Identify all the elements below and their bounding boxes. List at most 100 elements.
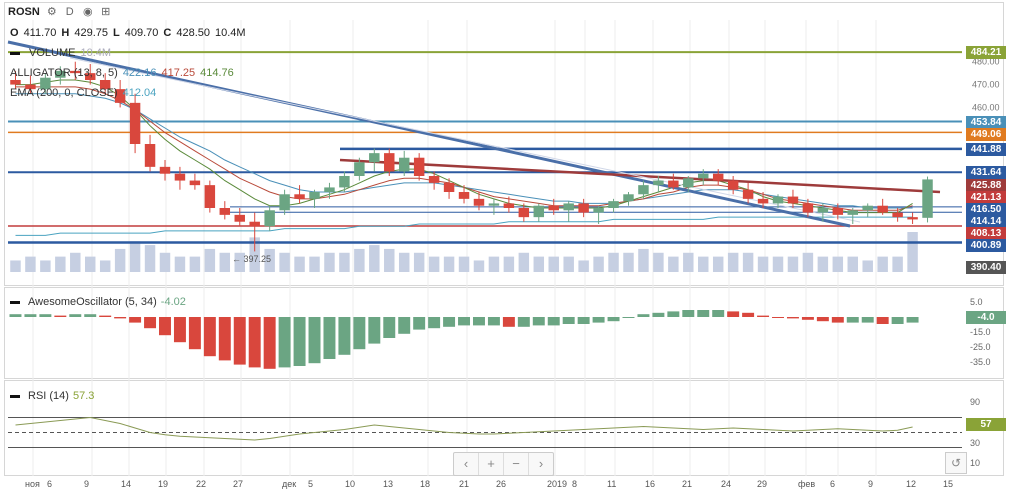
volume-bar	[727, 252, 739, 272]
compare-icon[interactable]: ⊞	[101, 6, 111, 18]
price-level-tag: 421.13	[966, 191, 1006, 205]
header-bar: ROSN ⚙ D ◉ ⊞	[8, 6, 112, 18]
candle-body	[40, 77, 51, 90]
time-axis-label: 12	[906, 479, 917, 489]
time-axis-label: 9	[868, 479, 874, 489]
ao-bar	[562, 317, 575, 324]
candle-body	[892, 212, 903, 218]
open-label: O	[10, 27, 19, 39]
ema-line	[15, 216, 913, 236]
volume-bar	[279, 252, 290, 272]
zoom-in-button[interactable]: +	[479, 453, 504, 475]
volume-bar	[249, 237, 260, 272]
volume-legend[interactable]: VOLUME 10.4M	[10, 47, 111, 59]
candle-body	[129, 102, 141, 144]
volume-bar	[234, 252, 245, 272]
ao-bar	[861, 317, 874, 323]
time-axis-label: 13	[383, 479, 394, 489]
candle-body	[832, 208, 844, 215]
ao-value-tag: -4.0	[966, 311, 1006, 324]
candle-body	[668, 180, 679, 188]
volume-bar	[862, 260, 873, 272]
rsi-legend-value: 57.3	[72, 390, 95, 402]
volume-bar	[324, 252, 335, 272]
price-level-tag: 484.21	[966, 46, 1006, 60]
candle-body	[727, 180, 739, 190]
ao-bar	[472, 317, 485, 326]
volume-bar	[548, 256, 559, 272]
ao-pane[interactable]	[4, 287, 1004, 379]
volume-legend-value: 10.4M	[80, 47, 112, 59]
volume-bar	[787, 256, 799, 272]
ao-bar	[592, 317, 605, 323]
navigation-controls: ‹ + − ›	[453, 452, 554, 476]
candle-body	[503, 203, 515, 208]
time-axis-label: 2019	[547, 479, 568, 489]
scroll-left-button[interactable]: ‹	[454, 453, 479, 475]
volume-bar	[518, 252, 530, 272]
ao-bar	[84, 314, 97, 317]
time-axis-label: 22	[196, 479, 207, 489]
time-axis-label: 18	[420, 479, 431, 489]
time-axis-label: фев	[798, 479, 816, 489]
low-price-marker: ← 397.25	[232, 254, 272, 264]
volume-bar	[428, 256, 440, 272]
ema-legend[interactable]: EMA (200, 0, CLOSE) 412.04	[10, 87, 156, 99]
ao-bar	[308, 317, 321, 364]
gear-icon[interactable]: ⚙	[46, 6, 57, 18]
low-marker-value: 397.25	[243, 254, 272, 264]
volume-bar	[608, 252, 619, 272]
time-axis-label: 15	[943, 479, 954, 489]
volume-bar	[877, 256, 888, 272]
ao-tick: 5.0	[970, 297, 983, 307]
interval-label[interactable]: D	[65, 6, 74, 18]
time-axis-label: 6	[830, 479, 836, 489]
zoom-out-button[interactable]: −	[504, 453, 529, 475]
time-axis-label: 5	[308, 479, 314, 489]
volume-bar	[219, 252, 231, 272]
volume-bar	[638, 248, 649, 272]
alligator-legend[interactable]: ALLIGATOR (13, 8, 5) 422.16 417.25 414.7…	[10, 67, 234, 79]
ao-legend-value: -4.02	[160, 296, 186, 308]
ao-bar	[323, 317, 336, 359]
rsi-tick: 10	[970, 458, 981, 468]
symbol-label[interactable]: ROSN	[8, 6, 40, 18]
price-level-tag: 453.84	[966, 115, 1006, 129]
ema-legend-value: 412.04	[122, 87, 157, 99]
volume-bar	[802, 252, 814, 272]
ao-bar	[233, 317, 246, 365]
candle-body	[488, 203, 500, 206]
volume-bar	[488, 256, 500, 272]
ao-bar	[203, 317, 216, 357]
ao-bar	[398, 317, 411, 334]
rsi-legend[interactable]: RSI (14) 57.3	[10, 390, 94, 402]
candle-body	[683, 178, 694, 188]
volume-bar	[99, 260, 111, 272]
price-tick-label: 460.00	[972, 102, 1000, 112]
time-axis-label: 6	[47, 479, 53, 489]
volume-bar	[847, 256, 858, 272]
candle-body	[757, 198, 769, 204]
volume-bar	[653, 252, 664, 272]
candle-body	[99, 80, 111, 90]
volume-bar	[593, 256, 604, 272]
ao-bar	[712, 310, 725, 317]
volume-bar	[85, 256, 96, 272]
ao-bar	[413, 317, 426, 330]
ao-bar	[39, 314, 52, 317]
ao-legend[interactable]: AwesomeOscillator (5, 34) -4.02	[10, 296, 186, 308]
time-axis-label: дек	[282, 479, 297, 489]
high-label: H	[61, 27, 70, 39]
scroll-right-button[interactable]: ›	[538, 456, 544, 471]
candle-body	[10, 80, 21, 85]
ao-bar	[577, 317, 590, 324]
ema-legend-label: EMA (200, 0, CLOSE)	[10, 87, 118, 99]
candle-body	[204, 185, 216, 208]
volume-bar	[578, 260, 589, 272]
volume-bar	[369, 245, 380, 272]
reset-chart-button[interactable]: ↺	[945, 452, 967, 474]
low-value: 409.70	[124, 27, 159, 39]
eye-icon[interactable]: ◉	[82, 6, 93, 18]
